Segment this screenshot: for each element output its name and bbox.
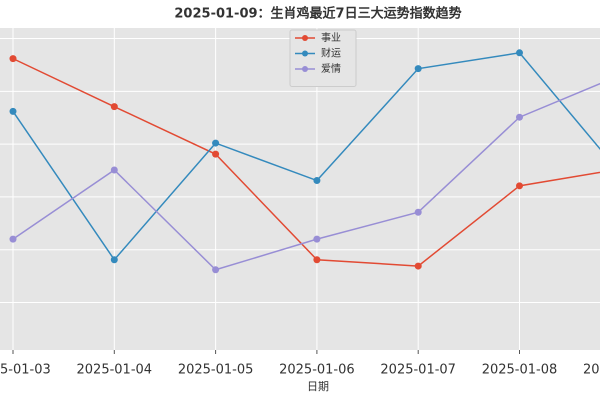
- lines: [9, 49, 600, 274]
- x-tick-label: 2025-01-07: [380, 363, 456, 378]
- data-point: [414, 65, 422, 73]
- legend-marker: [302, 50, 308, 57]
- data-point: [110, 103, 118, 111]
- data-point: [516, 182, 523, 190]
- data-point: [516, 49, 523, 57]
- x-axis-title: 日期: [307, 380, 329, 393]
- data-point: [212, 266, 220, 274]
- data-point: [516, 113, 523, 121]
- data-point: [110, 256, 118, 264]
- chart-title: 2025-01-09：生肖鸡最近7日三大运势指数趋势: [174, 6, 461, 22]
- data-point: [212, 150, 220, 158]
- data-point: [313, 235, 321, 243]
- data-point: [414, 262, 422, 270]
- data-point: [110, 166, 118, 174]
- legend-label: 事业: [321, 31, 341, 44]
- x-tick-label: 2025-01-04: [77, 363, 153, 378]
- legend-label: 财运: [321, 47, 341, 60]
- grid: [0, 28, 600, 350]
- data-point: [9, 107, 17, 115]
- legend-label: 爱情: [321, 62, 341, 75]
- legend-box: [289, 29, 357, 87]
- data-point: [212, 139, 220, 147]
- data-point: [313, 177, 321, 185]
- x-tick-label: 2025-01-03: [0, 363, 51, 378]
- x-tick-label: 2025-01-06: [279, 363, 355, 378]
- x-tick-label: 2025-01-09: [583, 363, 600, 378]
- data-point: [313, 256, 321, 264]
- x-tick-label: 2025-01-08: [482, 363, 558, 378]
- legend-marker: [302, 66, 308, 72]
- x-tick-label: 2025-01-05: [178, 363, 254, 378]
- data-point: [9, 55, 17, 63]
- legend-marker: [302, 35, 308, 41]
- data-point: [414, 208, 422, 216]
- data-point: [9, 235, 17, 243]
- labels: 2025-01-03 2025-01-04 2025-01-05 2025-01-06…: [0, 350, 600, 378]
